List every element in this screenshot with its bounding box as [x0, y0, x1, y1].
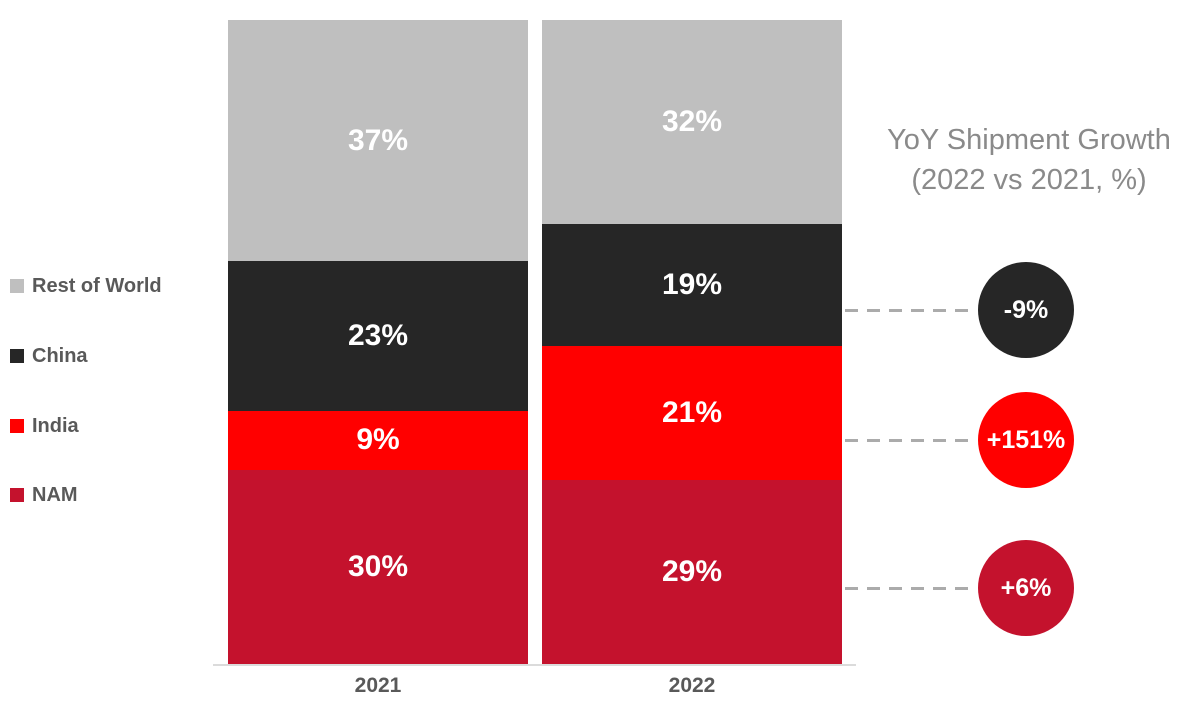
growth-connector-nam — [845, 587, 971, 590]
legend-swatch-china — [10, 349, 24, 363]
bar-segment-india-2021: 9% — [228, 410, 528, 470]
growth-title-line1: YoY Shipment Growth — [887, 124, 1171, 156]
growth-circle-china: -9% — [978, 262, 1074, 358]
bar-segment-nam-2021: 30% — [228, 469, 528, 665]
growth-circle-india: +151% — [978, 392, 1074, 488]
growth-connector-china — [845, 309, 971, 312]
growth-circle-label: -9% — [1003, 295, 1049, 324]
bar-2021: 37% 23% 9% 30% — [228, 20, 528, 665]
legend-item-rest-of-world: Rest of World — [10, 274, 162, 298]
legend-label: NAM — [32, 483, 78, 506]
growth-circle-label: +6% — [1000, 573, 1052, 602]
growth-circle-label: +151% — [986, 425, 1066, 454]
growth-connector-india — [845, 439, 971, 442]
bar-segment-label: 32% — [661, 105, 723, 139]
bar-2022: 32% 19% 21% 29% — [542, 20, 842, 665]
x-axis-label-2021: 2021 — [354, 674, 402, 697]
bar-segment-china-2021: 23% — [228, 261, 528, 411]
bar-segment-label: 19% — [661, 268, 723, 301]
bar-segment-label: 30% — [347, 550, 409, 584]
x-axis-label-2022: 2022 — [668, 674, 716, 697]
bar-segment-label: 29% — [661, 555, 723, 589]
bar-segment-label: 21% — [661, 395, 723, 429]
legend-item-nam: NAM — [10, 483, 78, 507]
bar-segment-nam-2022: 29% — [542, 479, 842, 665]
bar-segment-label: 23% — [347, 318, 409, 352]
legend-swatch-rest-of-world — [10, 279, 24, 293]
growth-circle-nam: +6% — [978, 540, 1074, 636]
bar-segment-india-2022: 21% — [542, 345, 842, 480]
growth-title-line2: (2022 vs 2021, %) — [911, 164, 1147, 197]
legend-label: Rest of World — [32, 274, 162, 297]
legend-swatch-nam — [10, 488, 24, 502]
legend-label: India — [32, 414, 79, 437]
legend-swatch-india — [10, 419, 24, 433]
bar-segment-rest-of-world-2021: 37% — [228, 20, 528, 262]
legend-item-china: China — [10, 344, 88, 368]
growth-title: YoY Shipment Growth (2022 vs 2021, %) — [845, 120, 1200, 200]
x-axis-line — [213, 664, 856, 666]
bar-segment-china-2022: 19% — [542, 224, 842, 346]
legend-item-india: India — [10, 414, 79, 438]
bar-segment-rest-of-world-2022: 32% — [542, 20, 842, 225]
legend-label: China — [32, 344, 88, 367]
bar-segment-label: 9% — [356, 423, 400, 457]
bar-segment-label: 37% — [347, 123, 409, 157]
